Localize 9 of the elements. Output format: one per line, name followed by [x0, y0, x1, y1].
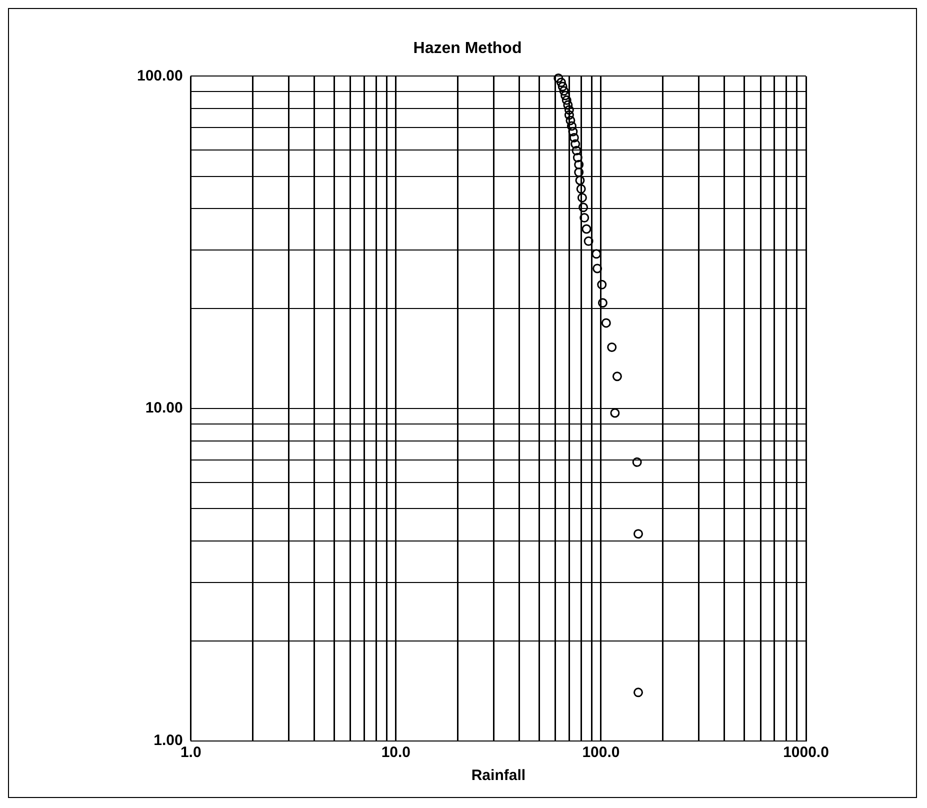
- y-tick-label: 10.00: [145, 400, 183, 417]
- x-tick-label: 10.0: [381, 744, 411, 762]
- y-tick-label: 1.00: [154, 732, 183, 750]
- x-tick-label: 1000.0: [783, 744, 829, 762]
- chart-title: Hazen Method: [413, 40, 522, 58]
- x-axis-title: Rainfall: [471, 767, 526, 784]
- y-tick-label: 100.00: [136, 67, 183, 84]
- x-tick-label: 100.0: [582, 744, 620, 762]
- x-tick-label: 1.0: [180, 744, 202, 762]
